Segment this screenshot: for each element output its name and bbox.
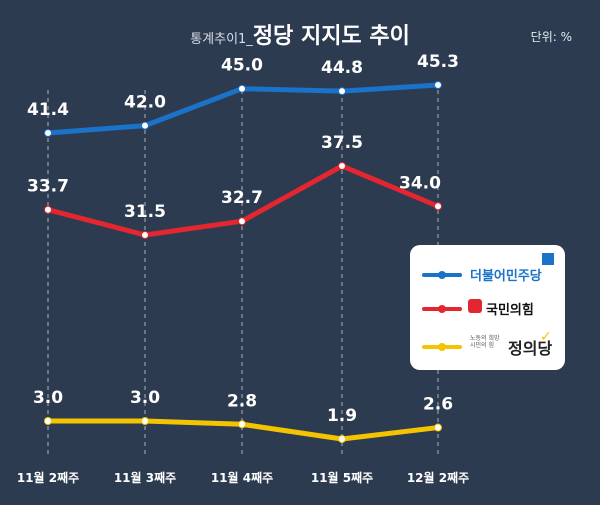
series-1-point-3: [338, 162, 346, 170]
series-0-label-4: 45.3: [417, 52, 459, 72]
square-icon: [468, 299, 482, 313]
legend-dot-blue: [438, 271, 446, 279]
series-2-point-0: [44, 417, 52, 425]
series-0-label-3: 44.8: [321, 58, 363, 78]
series-1-point-0: [44, 205, 52, 214]
legend-dot-red: [438, 305, 446, 313]
legend-dot-yellow: [438, 343, 446, 351]
title-main: 정당 지지도 추이: [252, 24, 410, 49]
series-1-point-1: [141, 231, 149, 239]
unit-label: 단위: %: [530, 30, 572, 44]
series-1-label-4: 34.0: [399, 173, 441, 193]
series-2-label-4: 2.6: [423, 395, 453, 415]
legend-item-ppp: 국민의힘: [422, 297, 562, 319]
series-2-label-2: 2.8: [227, 391, 257, 411]
series-1-label-2: 32.7: [221, 188, 263, 208]
series-0-point-4: [434, 81, 442, 89]
series-2-label-1: 3.0: [130, 388, 160, 408]
series-1-label-0: 33.7: [27, 177, 69, 197]
series-0-label-1: 42.0: [124, 93, 166, 113]
legend-label-democratic: 더불어민주당: [470, 269, 542, 284]
series-0-point-2: [238, 84, 246, 93]
series-1-label-1: 31.5: [124, 202, 166, 222]
x-tick-label-2: 11월 4째주: [211, 470, 273, 485]
legend: 더불어민주당 국민의힘 노동의 희망 시민의 힘 정의당 ✓: [410, 245, 565, 370]
series-2-point-2: [238, 420, 246, 429]
legend-subtext-justice: 노동의 희망 시민의 힘: [470, 335, 500, 349]
x-tick-label-4: 12월 2째주: [407, 470, 469, 485]
legend-label-justice: 정의당: [508, 339, 553, 358]
series-1-point-4: [434, 202, 442, 211]
legend-item-justice: 노동의 희망 시민의 힘 정의당 ✓: [422, 329, 562, 358]
series-2-label-3: 1.9: [327, 406, 357, 426]
x-tick-label-0: 11월 2째주: [17, 470, 79, 485]
legend-item-democratic: 더불어민주당: [422, 253, 562, 285]
series-1-label-3: 37.5: [321, 133, 363, 153]
series-2-point-1: [141, 417, 149, 425]
x-tick-label-1: 11월 3째주: [114, 470, 176, 485]
legend-label-ppp: 국민의힘: [486, 303, 534, 318]
chart-title: 통계추이1_정당 지지도 추이: [0, 18, 600, 50]
series-0-point-1: [141, 121, 149, 130]
series-0-label-0: 41.4: [27, 100, 69, 120]
series-1-point-2: [238, 217, 246, 226]
series-0-point-0: [44, 129, 52, 137]
series-2-point-3: [338, 435, 346, 443]
title-prefix: 통계추이1_: [190, 32, 253, 47]
x-tick-label-3: 11월 5째주: [311, 470, 373, 485]
check-icon: ✓: [540, 329, 552, 345]
series-2-point-4: [434, 423, 442, 432]
series-0-label-2: 45.0: [221, 56, 263, 76]
series-2-label-0: 3.0: [33, 388, 63, 408]
series-0-point-3: [338, 87, 346, 96]
flag-icon: [542, 253, 554, 265]
